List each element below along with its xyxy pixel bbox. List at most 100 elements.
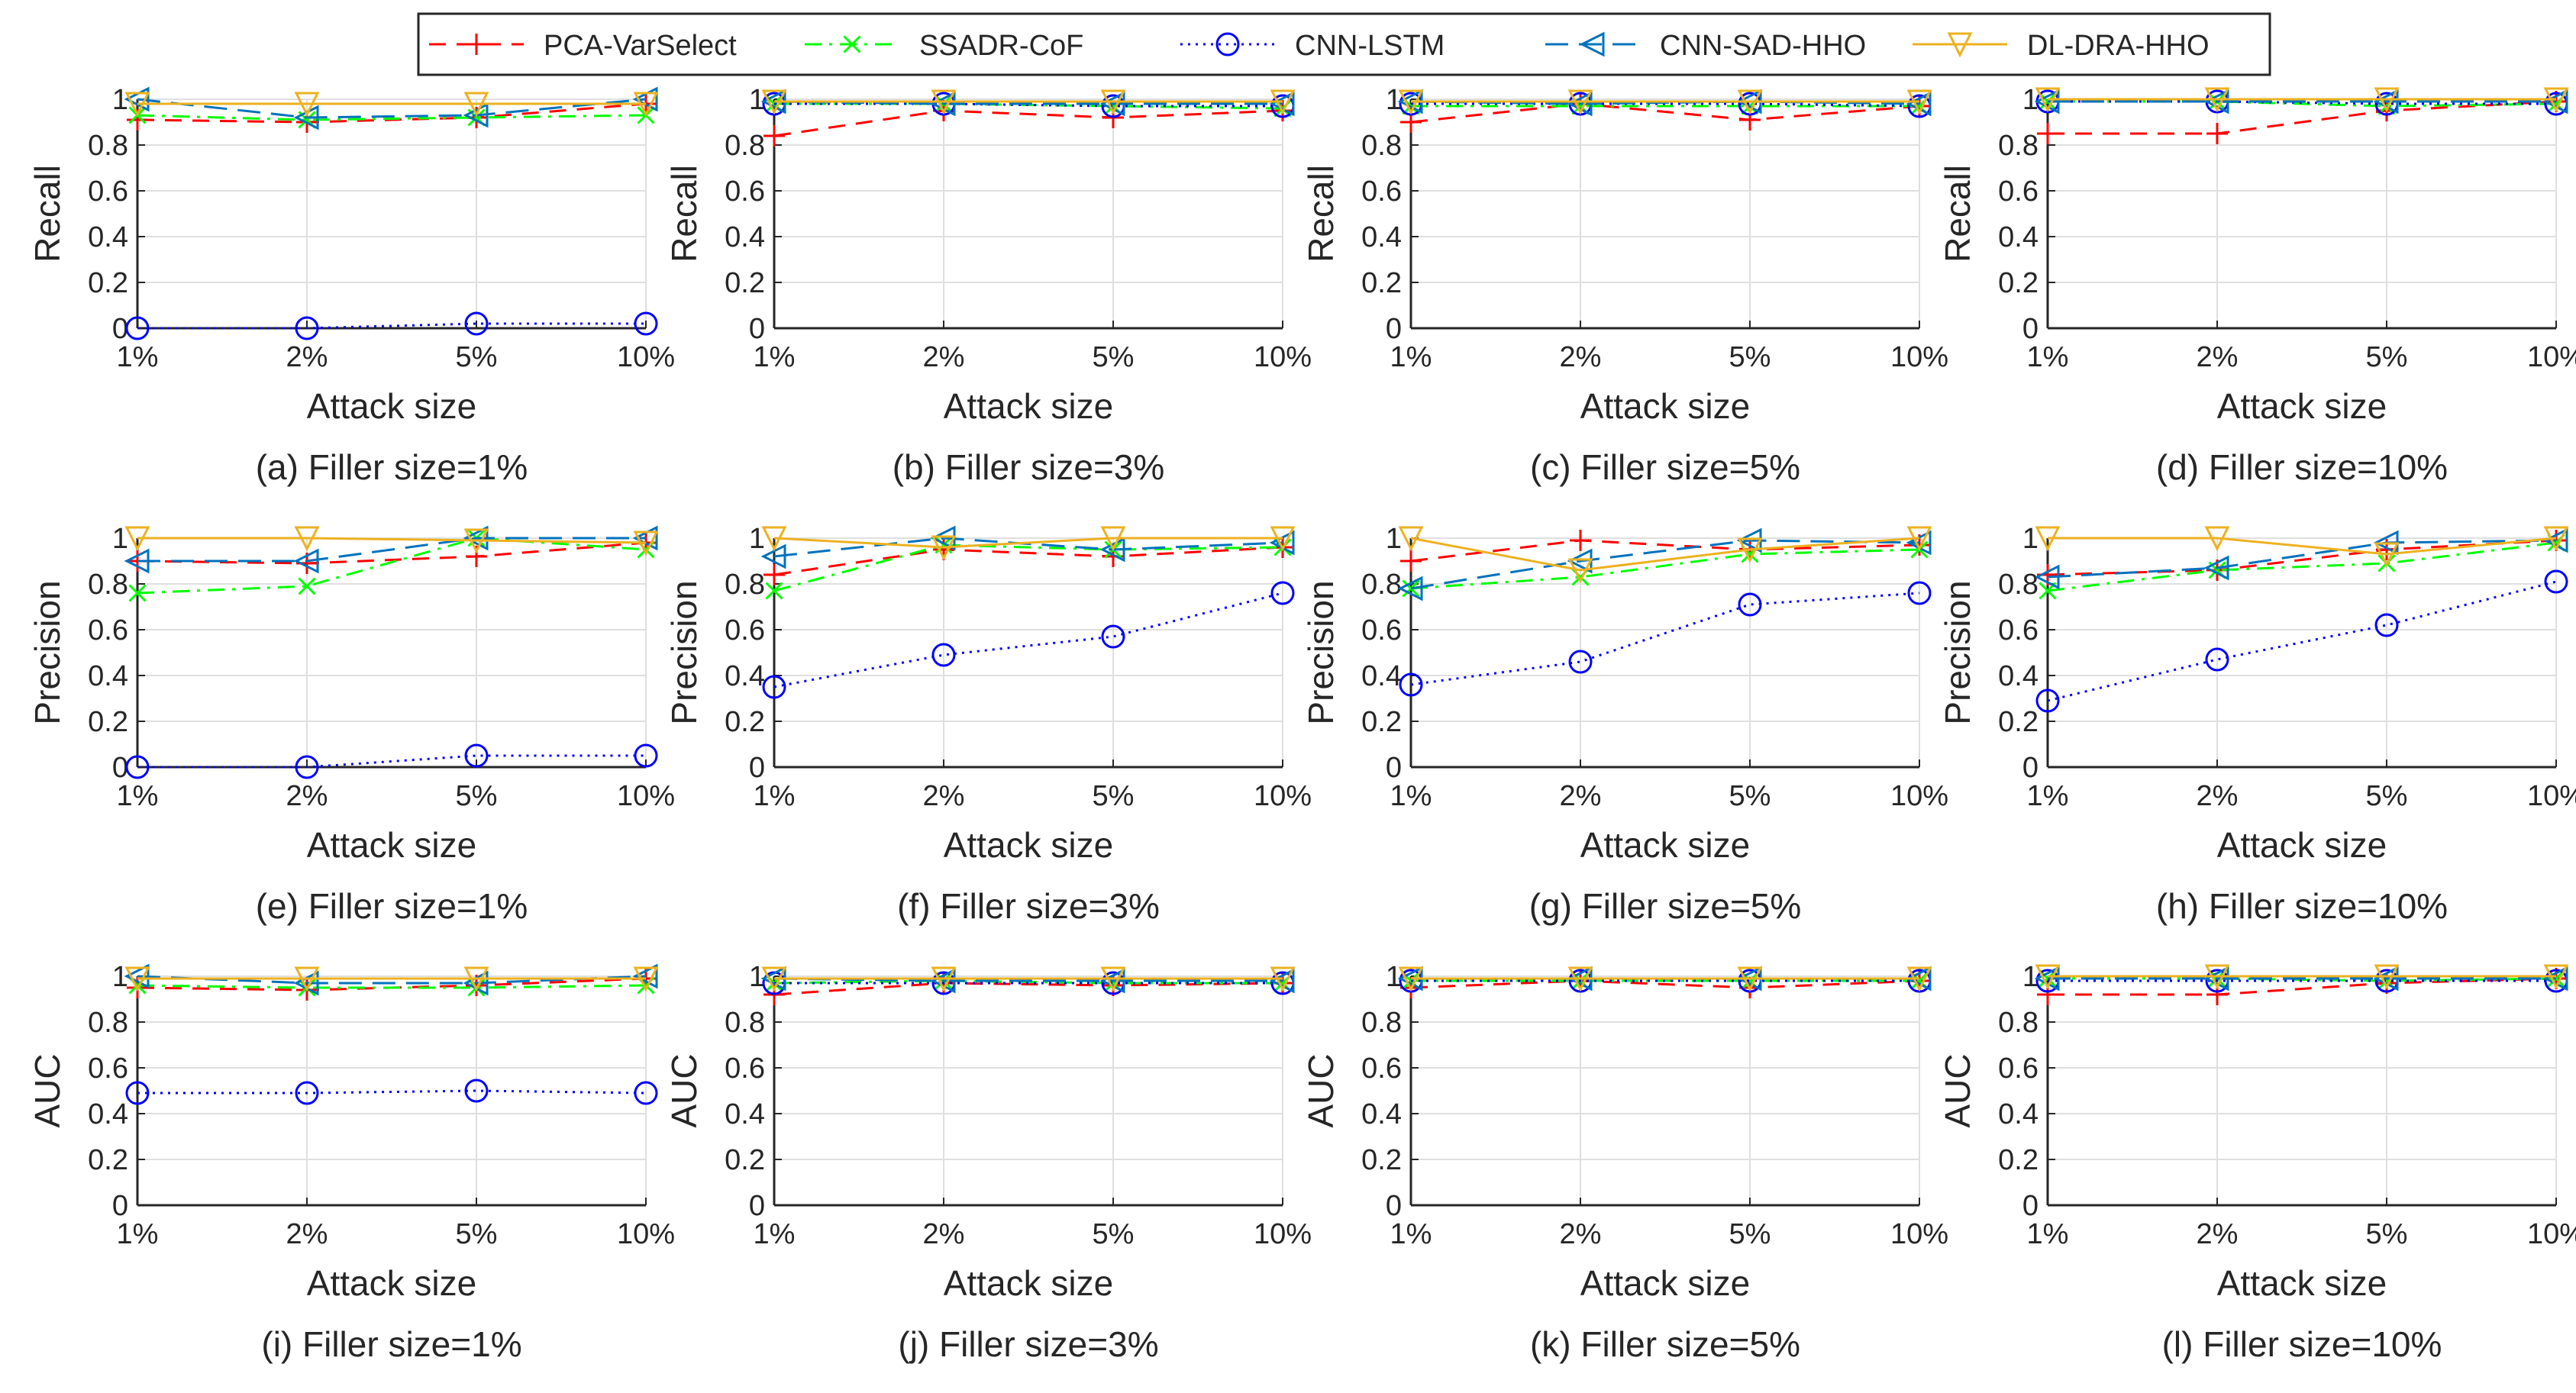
- x-tick-label: 10%: [617, 780, 675, 812]
- data-point: [295, 316, 319, 340]
- panel-caption: (j) Filler size=3%: [898, 1324, 1158, 1364]
- data-point: [2037, 123, 2058, 144]
- y-tick-label: 0.2: [725, 1144, 765, 1176]
- y-tick-label: 0: [112, 752, 128, 784]
- grid: [773, 975, 1283, 1206]
- legend-entry: CNN-LSTM: [1180, 30, 1445, 62]
- y-tick-label: 0.8: [88, 569, 128, 601]
- data-point: [1398, 89, 1424, 115]
- panel: 0 0.2 0.4 0.6 0.8 1 1% 2% 5% 10% Attack size AUC (i)…: [27, 961, 675, 1364]
- data-point: [295, 755, 319, 779]
- y-tick-label: 1: [2022, 523, 2039, 555]
- series-dl-dra-hho: [124, 92, 659, 118]
- y-tick-label: 0.6: [1998, 176, 2039, 208]
- series-line: [773, 546, 1283, 576]
- series-cnn-lstm: [125, 1079, 658, 1105]
- data-point: [632, 963, 658, 989]
- panel: 0 0.2 0.4 0.6 0.8 1 1% 2% 5% 10% Attack size Precis…: [27, 523, 675, 926]
- y-tick-label: 0.2: [88, 267, 128, 299]
- y-tick-label: 1: [1386, 84, 1402, 116]
- series-line: [1410, 548, 1920, 590]
- data-point: [294, 92, 320, 118]
- y-tick-label: 0: [749, 1190, 765, 1222]
- series-line: [1410, 979, 1920, 989]
- y-tick-label: 0.2: [725, 706, 765, 738]
- data-point: [2373, 966, 2399, 992]
- data-point: [124, 966, 150, 992]
- data-point: [298, 577, 316, 595]
- x-tick-label: 10%: [1890, 1218, 1948, 1250]
- legend-label: CNN-LSTM: [1295, 30, 1445, 62]
- y-tick-label: 0.6: [725, 1053, 765, 1085]
- x-axis-label: Attack size: [1580, 386, 1750, 426]
- y-axis-label: Precision: [1938, 580, 1977, 724]
- x-tick-label: 10%: [2527, 341, 2576, 373]
- legend-label: SSADR-CoF: [919, 30, 1083, 62]
- y-tick-label: 0.8: [1361, 130, 1402, 162]
- data-point: [294, 526, 320, 552]
- panel: 0 0.2 0.4 0.6 0.8 1 1% 2% 5% 10% Attack size AUC (k)…: [1301, 961, 1948, 1364]
- legend-entry: SSADR-CoF: [805, 30, 1083, 62]
- data-point: [1567, 558, 1593, 584]
- x-axis-label: Attack size: [307, 1263, 476, 1303]
- y-tick-label: 0: [1386, 313, 1402, 345]
- data-point: [1906, 966, 1932, 992]
- data-point: [1099, 537, 1125, 563]
- y-tick-label: 1: [749, 523, 765, 555]
- series-cnn-lstm: [1399, 581, 1932, 697]
- y-tick-label: 1: [112, 523, 128, 555]
- panel-caption: (e) Filler size=1%: [256, 886, 528, 926]
- panel-caption: (l) Filler size=10%: [2162, 1324, 2442, 1364]
- grid: [1410, 98, 1920, 329]
- data-point: [2203, 89, 2229, 114]
- x-axis-label: Attack size: [1580, 825, 1750, 865]
- y-tick-label: 0.4: [88, 660, 128, 692]
- series-line: [1410, 539, 1920, 563]
- data-point: [2374, 87, 2400, 113]
- data-point: [463, 92, 489, 118]
- y-tick-label: 0.6: [1361, 1053, 1402, 1085]
- panel: 0 0.2 0.4 0.6 0.8 1 1% 2% 5% 10% Attack size Precis…: [664, 523, 1312, 926]
- panel: 0 0.2 0.4 0.6 0.8 1 1% 2% 5% 10% Attack size Recall…: [1938, 84, 2576, 487]
- data-point: [1567, 91, 1593, 117]
- data-point: [1400, 550, 1422, 572]
- series-line: [137, 537, 647, 595]
- x-tick-label: 2%: [1560, 780, 1602, 812]
- data-point: [1737, 966, 1763, 992]
- data-point: [125, 1081, 150, 1105]
- series-dl-dra-hho: [1398, 966, 1932, 992]
- series-cnn-lstm: [762, 581, 1295, 699]
- data-point: [1269, 968, 1295, 994]
- y-tick-label: 0.4: [1361, 1098, 1402, 1130]
- y-tick-label: 0.4: [725, 221, 765, 253]
- series-dl-dra-hho: [2035, 526, 2569, 568]
- data-point: [762, 675, 786, 699]
- data-point: [2035, 964, 2061, 990]
- series-line: [773, 592, 1283, 688]
- data-point: [2543, 526, 2569, 552]
- y-tick-label: 0: [1386, 1190, 1402, 1222]
- data-point: [634, 311, 658, 336]
- y-axis-label: Recall: [27, 165, 67, 263]
- grid: [137, 975, 647, 1206]
- y-tick-label: 0.2: [1361, 706, 1402, 738]
- y-tick-label: 0.6: [725, 176, 765, 208]
- y-tick-label: 0.4: [725, 660, 765, 692]
- series-line: [2048, 100, 2557, 135]
- data-point: [1101, 624, 1125, 649]
- data-point: [1100, 966, 1126, 992]
- series-line: [2048, 537, 2557, 556]
- legend-entry: DL-DRA-HHO: [1913, 30, 2210, 62]
- grid: [773, 537, 1283, 768]
- y-tick-label: 1: [1386, 961, 1402, 993]
- x-tick-label: 1%: [754, 1218, 796, 1250]
- legend-label: CNN-SAD-HHO: [1660, 30, 1866, 62]
- x-tick-label: 1%: [2027, 780, 2069, 812]
- data-point: [1567, 89, 1593, 115]
- y-tick-label: 0.6: [1361, 176, 1402, 208]
- y-tick-label: 1: [112, 961, 128, 993]
- panel: 0 0.2 0.4 0.6 0.8 1 1% 2% 5% 10% Attack size Precis…: [1938, 523, 2576, 926]
- panel-caption: (b) Filler size=3%: [893, 447, 1165, 487]
- x-tick-label: 2%: [1560, 1218, 1602, 1250]
